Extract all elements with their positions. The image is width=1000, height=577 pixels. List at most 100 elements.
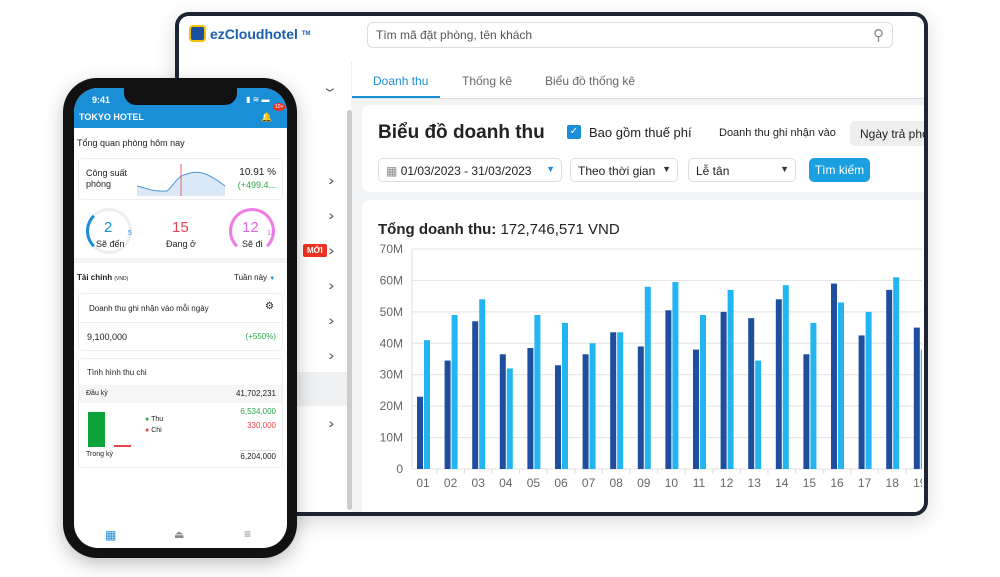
income-label: Thu xyxy=(151,416,164,423)
bar-02-series-2 xyxy=(451,315,458,469)
y-tick-label: 70M xyxy=(380,242,403,256)
x-tick-label: 10 xyxy=(665,476,679,490)
tab-thong-ke[interactable]: Thống kê xyxy=(462,74,513,88)
expense-value: 330,000 xyxy=(247,421,276,430)
bar-02-series-1 xyxy=(444,360,451,469)
menu-nav-icon[interactable]: ≡ xyxy=(244,527,252,541)
x-tick-label: 17 xyxy=(858,476,872,490)
staying-value: 15 xyxy=(172,219,189,236)
arriving-total: 5 xyxy=(128,230,132,237)
chevron-right-icon[interactable]: › xyxy=(328,172,335,188)
tab-bar: Doanh thu Thống kê Biểu đồ thống kê xyxy=(352,62,924,99)
leaving-gauge xyxy=(229,208,275,254)
bar-18-series-2 xyxy=(893,277,900,469)
opening-label: Đầu kỳ xyxy=(86,390,108,397)
gear-icon[interactable]: ⚙ xyxy=(265,301,274,312)
group-by-select[interactable]: Theo thời gian ▼ xyxy=(570,158,678,182)
overview-title: Tổng quan phòng hôm nay xyxy=(77,138,185,148)
bar-04-series-2 xyxy=(506,368,513,469)
occupancy-sparkline xyxy=(137,164,226,196)
staff-select[interactable]: Lễ tân ▼ xyxy=(688,158,796,182)
hotel-name: TOKYO HOTEL xyxy=(79,112,144,122)
period-select[interactable]: Tuần này ▼ xyxy=(234,273,275,282)
x-tick-label: 14 xyxy=(775,476,789,490)
y-tick-label: 50M xyxy=(380,305,403,319)
bar-10-series-2 xyxy=(672,282,679,469)
logo-icon xyxy=(189,25,206,42)
trademark: TM xyxy=(301,30,311,37)
arriving-gauge xyxy=(86,208,132,254)
dropdown-icon: ▼ xyxy=(780,164,789,174)
total-revenue-value: 172,746,571 VND xyxy=(500,221,620,238)
revenue-bar-chart: 0 10M 20M 30M 40M 50M 60M 70M 01 02 03 04 05 06 07 08 09… xyxy=(380,242,922,490)
x-tick-label: 19 xyxy=(913,476,922,490)
bar-01-series-1 xyxy=(417,396,423,469)
opening-row: Đầu kỳ 41,702,231 xyxy=(79,385,282,403)
reception-nav-icon[interactable]: ⏏ xyxy=(174,529,185,541)
search-input[interactable]: Tìm mã đặt phòng, tên khách ⚲ xyxy=(367,22,893,48)
include-tax-checkbox[interactable]: ✓ xyxy=(567,125,581,139)
expense-legend: ● Chi xyxy=(145,427,162,434)
leaving-label[interactable]: Sẽ đi xyxy=(242,239,263,249)
x-tick-label: 02 xyxy=(444,476,458,490)
dropdown-icon: ▼ xyxy=(546,164,555,174)
y-tick-label: 30M xyxy=(380,368,403,382)
dashboard-nav-icon[interactable]: ▦ xyxy=(105,528,117,542)
arriving-label[interactable]: Sẽ đến xyxy=(96,239,125,249)
period-total: 6,204,000 xyxy=(240,450,276,461)
bar-03-series-1 xyxy=(472,321,479,469)
y-tick-label: 20M xyxy=(380,399,403,413)
bar-15-series-1 xyxy=(803,354,810,469)
bar-16-series-2 xyxy=(838,302,844,469)
chevron-right-icon[interactable]: › xyxy=(328,312,335,328)
staying-label[interactable]: Đang ở xyxy=(166,239,196,249)
x-tick-label: 18 xyxy=(886,476,900,490)
recognize-select[interactable]: Ngày trả phò xyxy=(850,121,924,146)
x-tick-label: 16 xyxy=(830,476,844,490)
x-tick-label: 06 xyxy=(554,476,568,490)
bar-15-series-2 xyxy=(810,322,817,469)
bar-05-series-2 xyxy=(534,315,541,469)
date-range-picker[interactable]: ▦ 01/03/2023 - 31/03/2023 ▼ xyxy=(378,158,562,182)
chevron-right-icon[interactable]: › xyxy=(328,207,335,223)
brand-logo[interactable]: ezCloudhotel TM xyxy=(189,25,311,42)
x-tick-label: 11 xyxy=(693,476,706,490)
expense-bar xyxy=(114,445,131,447)
chevron-right-icon[interactable]: › xyxy=(328,242,335,258)
chevron-right-icon[interactable]: › xyxy=(328,277,335,293)
x-tick-label: 07 xyxy=(582,476,596,490)
page-title: Biểu đồ doanh thu xyxy=(378,122,545,143)
notification-badge: 10+ xyxy=(273,103,286,111)
tab-bieu-do-thong-ke[interactable]: Biểu đồ thống kê xyxy=(545,74,636,88)
bar-12-series-1 xyxy=(720,311,727,469)
x-tick-label: 01 xyxy=(416,476,430,490)
daily-label: Doanh thu ghi nhận vào mỗi ngày xyxy=(89,304,209,313)
tab-doanh-thu[interactable]: Doanh thu xyxy=(373,74,429,88)
chevron-right-icon[interactable]: › xyxy=(328,347,335,363)
date-range-value: 01/03/2023 - 31/03/2023 xyxy=(400,164,532,178)
search-button[interactable]: Tìm kiếm xyxy=(809,158,870,182)
bar-14-series-1 xyxy=(775,299,782,469)
staff-value: Lễ tân xyxy=(696,164,730,178)
bar-12-series-2 xyxy=(727,289,734,469)
search-icon[interactable]: ⚲ xyxy=(873,27,884,44)
occupancy-label: Công suất phòng xyxy=(86,168,128,189)
x-tick-label: 15 xyxy=(803,476,817,490)
expense-label: Chi xyxy=(151,427,162,434)
top-header: ezCloudhotel TM Tìm mã đặt phòng, tên khá… xyxy=(179,16,924,62)
sidebar-scrollbar[interactable] xyxy=(347,110,352,510)
recognize-label: Doanh thu ghi nhận vào xyxy=(719,127,836,139)
bar-17-series-2 xyxy=(865,311,872,469)
x-tick-label: 08 xyxy=(610,476,624,490)
chevron-right-icon[interactable]: › xyxy=(328,415,335,431)
bar-14-series-2 xyxy=(782,285,789,469)
bell-icon[interactable]: 🔔 xyxy=(261,112,273,122)
x-tick-label: 12 xyxy=(720,476,734,490)
total-revenue: Tổng doanh thu: 172,746,571 VND xyxy=(378,221,620,238)
include-tax-label: Bao gồm thuế phí xyxy=(589,125,692,140)
x-tick-label: 13 xyxy=(748,476,762,490)
y-tick-label: 0 xyxy=(396,462,403,476)
occupancy-card: Công suất phòng 10.91 % (+499.4... xyxy=(78,158,283,200)
bar-16-series-1 xyxy=(831,283,837,469)
daily-revenue-card: Doanh thu ghi nhận vào mỗi ngày ⚙ 9,100,… xyxy=(78,293,283,351)
